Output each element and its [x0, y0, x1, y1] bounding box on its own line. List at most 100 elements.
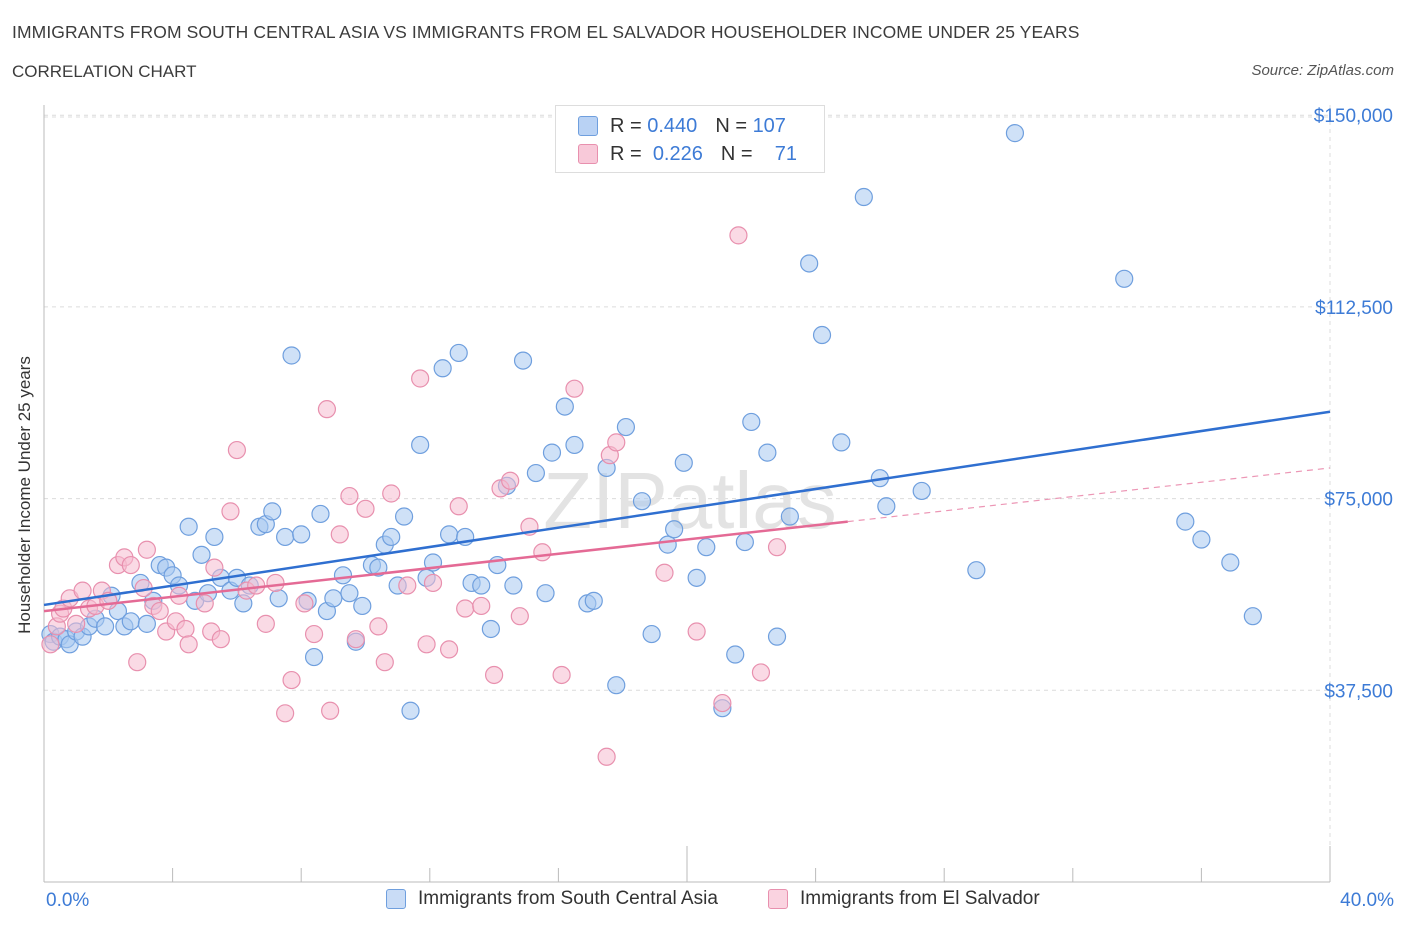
bottom-legend-series2: Immigrants from El Salvador: [768, 888, 1040, 910]
data-point: [565, 435, 584, 455]
y-tick-label: $37,500: [1324, 681, 1393, 702]
data-point: [658, 535, 677, 554]
data-point: [555, 397, 574, 416]
data-point: [311, 504, 330, 524]
data-point: [423, 573, 443, 593]
data-point: [256, 614, 275, 633]
data-point: [317, 400, 337, 419]
data-point: [758, 443, 777, 462]
data-point: [1221, 553, 1240, 572]
data-point: [697, 538, 716, 557]
data-point: [346, 630, 365, 649]
data-point: [642, 624, 661, 644]
legend-n-label: N =: [715, 114, 747, 137]
data-point: [382, 527, 401, 547]
data-point: [729, 226, 748, 245]
data-point: [616, 417, 636, 437]
data-point: [767, 538, 787, 557]
x-tick-label-min: 0.0%: [46, 890, 90, 911]
data-point: [726, 645, 745, 664]
data-point: [176, 619, 195, 639]
data-point: [607, 433, 626, 452]
data-point: [632, 492, 652, 511]
data-point: [304, 647, 324, 667]
data-point: [877, 497, 896, 516]
y-tick-label: $112,500: [1315, 298, 1393, 319]
data-point: [812, 325, 832, 345]
data-point: [687, 568, 706, 587]
data-point: [356, 499, 375, 518]
data-point: [481, 619, 500, 639]
data-point: [1243, 607, 1262, 626]
data-point: [674, 453, 693, 472]
y-tick-labels: $37,500 $75,000 $112,500 $150,000: [1314, 106, 1393, 702]
stats-legend: R = 0.440 N = 107 R = 0.226 N = 71: [555, 105, 825, 173]
data-point: [73, 581, 92, 600]
data-point: [552, 665, 571, 685]
bottom-legend-label: Immigrants from South Central Asia: [418, 888, 718, 909]
data-point: [433, 359, 452, 378]
data-point: [655, 563, 674, 582]
legend-r-label: R =: [610, 142, 642, 165]
chart-title: IMMIGRANTS FROM SOUTH CENTRAL ASIA VS IM…: [12, 22, 1080, 42]
data-point: [533, 543, 552, 562]
data-point: [276, 527, 295, 547]
data-point: [735, 532, 754, 552]
data-point: [150, 601, 169, 621]
data-point: [321, 701, 340, 720]
data-point: [1115, 269, 1134, 288]
data-point: [121, 555, 140, 575]
data-point: [221, 502, 240, 521]
data-point: [485, 665, 504, 685]
data-point: [137, 614, 156, 633]
data-point: [417, 635, 436, 654]
data-point: [95, 617, 115, 636]
data-point: [211, 630, 230, 649]
data-point: [292, 525, 311, 544]
series-el-salvador-points: [41, 226, 787, 766]
data-point: [449, 497, 468, 516]
data-point: [832, 433, 851, 452]
x-tick-label-max: 40.0%: [1340, 890, 1394, 911]
data-point: [247, 576, 266, 595]
data-point: [536, 584, 555, 603]
data-point: [780, 507, 799, 526]
trend-line-blue: [43, 410, 1331, 607]
data-point: [456, 599, 475, 618]
data-point: [472, 576, 491, 595]
bottom-legend-swatch-pink: [768, 889, 788, 909]
data-point: [751, 663, 771, 682]
data-point: [742, 412, 761, 432]
data-point: [121, 612, 140, 631]
data-point: [854, 187, 873, 207]
bottom-legend-series1: Immigrants from South Central Asia: [386, 888, 718, 910]
legend-n-value: 107: [752, 114, 786, 137]
data-point: [439, 640, 459, 659]
y-axis-label: Householder Income Under 25 years: [15, 356, 34, 634]
data-point: [324, 589, 343, 608]
data-point: [227, 440, 246, 460]
data-point: [195, 594, 214, 613]
series-south-central-asia-points: [41, 124, 1262, 720]
data-point: [912, 481, 931, 501]
data-point: [137, 540, 156, 559]
data-point: [353, 596, 372, 616]
data-point: [1192, 530, 1211, 549]
data-point: [333, 566, 353, 585]
bottom-legend-swatch-blue: [386, 889, 406, 909]
data-point: [584, 591, 603, 610]
legend-r-value: 0.440: [647, 114, 698, 137]
legend-r-value: 0.226: [652, 142, 703, 165]
data-point: [597, 747, 616, 766]
data-point: [1176, 512, 1195, 531]
data-point: [439, 525, 459, 544]
data-point: [967, 561, 986, 580]
data-point: [276, 704, 295, 723]
legend-n-label: N =: [720, 142, 753, 165]
data-point: [398, 576, 417, 595]
data-point: [340, 486, 359, 506]
data-point: [607, 676, 626, 695]
data-point: [504, 576, 523, 595]
data-point: [401, 701, 420, 720]
